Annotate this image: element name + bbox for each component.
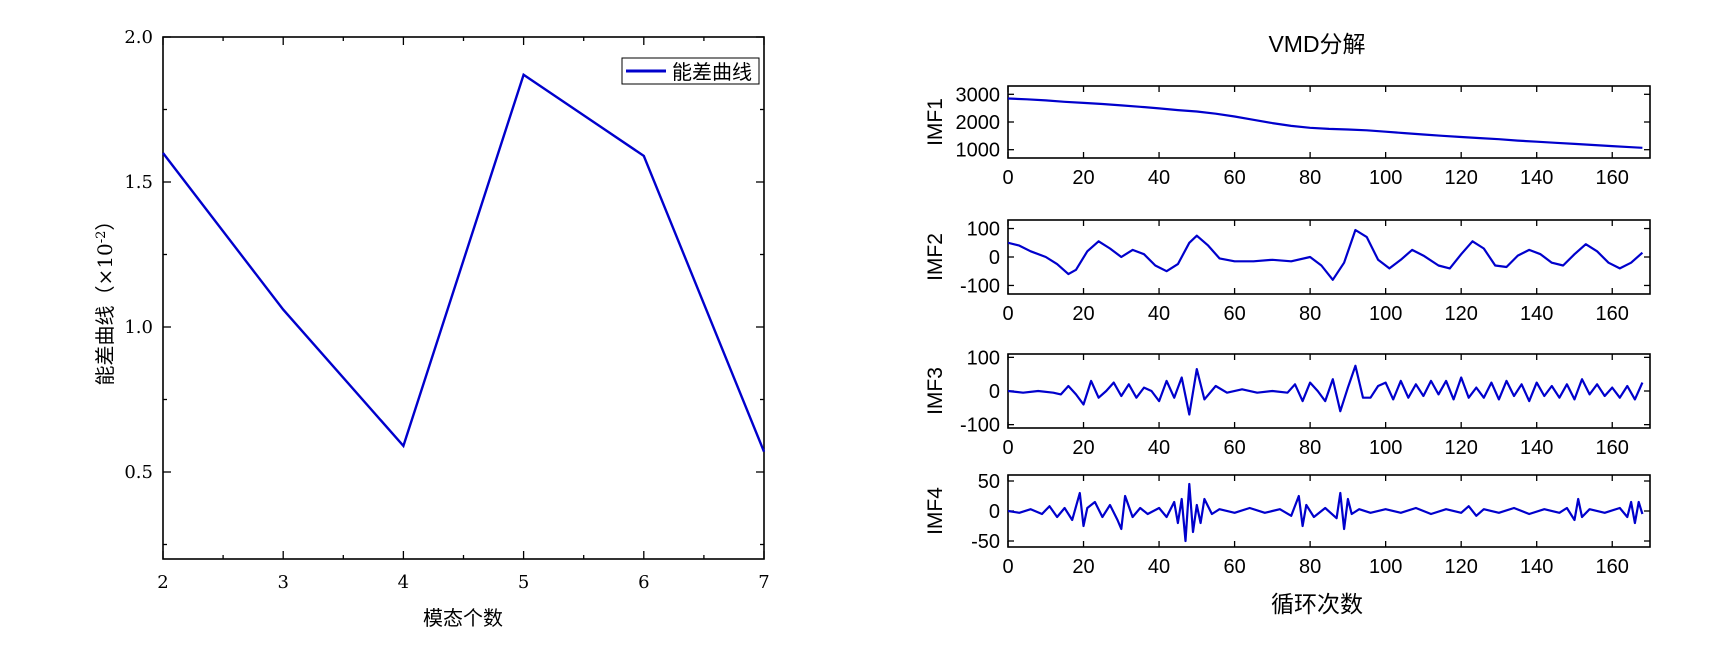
left-axis-ticks: 2 3 4 5 6 7 0.5 1.0 1.5 2.0 xyxy=(124,27,769,593)
subplot-x-tick-label: 120 xyxy=(1444,437,1477,459)
subplot-x-tick-label: 120 xyxy=(1444,556,1477,578)
left-y-tick-label: 1.5 xyxy=(124,172,153,193)
subplot-y-axis-label: IMF3 xyxy=(924,367,947,415)
subplot-x-tick-label: 100 xyxy=(1369,437,1402,459)
vmd-decomposition-chart: VMD分解 0 20 40 60 80 100 120 140 160100020003000I… xyxy=(924,31,1651,617)
subplot-y-tick-label: -100 xyxy=(960,415,1000,437)
subplot-x-tick-label: 100 xyxy=(1369,167,1402,189)
subplot-x-tick-label: 80 xyxy=(1299,437,1321,459)
subplot-x-tick-label: 120 xyxy=(1444,167,1477,189)
left-plot-frame xyxy=(162,36,765,560)
subplot-x-tick-label: 140 xyxy=(1520,437,1553,459)
subplot-x-tick-label: 80 xyxy=(1299,556,1321,578)
subplot-y-tick-label: -50 xyxy=(971,531,1000,553)
subplot-x-tick-label: 0 xyxy=(1002,437,1013,459)
subplot-x-tick-label: 160 xyxy=(1596,556,1629,578)
subplot-y-tick-label: -100 xyxy=(960,275,1000,297)
subplot-x-tick-label: 40 xyxy=(1148,437,1170,459)
left-legend: 能差曲线 xyxy=(621,57,760,85)
legend-label: 能差曲线 xyxy=(672,61,752,84)
subplot-y-axis-label: IMF1 xyxy=(924,98,947,146)
subplot-y-axis-label: IMF4 xyxy=(924,487,947,535)
subplot-x-tick-label: 80 xyxy=(1299,303,1321,325)
subplot-x-tick-label: 60 xyxy=(1223,556,1245,578)
subplot-x-tick-label: 60 xyxy=(1223,437,1245,459)
left-x-tick-label: 6 xyxy=(638,572,649,593)
left-y-tick-label: 0.5 xyxy=(124,462,153,483)
subplot-x-tick-label: 120 xyxy=(1444,303,1477,325)
subplot-x-tick-label: 20 xyxy=(1072,167,1094,189)
subplot-frame xyxy=(1007,219,1651,295)
subplot-x-tick-label: 160 xyxy=(1596,167,1629,189)
subplot-series-line xyxy=(1008,482,1644,543)
left-x-axis-label: 模态个数 xyxy=(423,606,503,630)
subplot-y-tick-label: 3000 xyxy=(956,84,1001,106)
subplot-x-tick-label: 100 xyxy=(1369,556,1402,578)
subplot-x-tick-label: 0 xyxy=(1002,556,1013,578)
subplot-y-axis-label: IMF2 xyxy=(924,233,947,281)
subplot-x-tick-label: 40 xyxy=(1148,556,1170,578)
subplot-y-tick-label: 0 xyxy=(989,381,1000,403)
left-series-lines xyxy=(162,72,766,453)
subplot-x-tick-label: 140 xyxy=(1520,303,1553,325)
left-y-axis-label: 能差曲线（×10-2） xyxy=(93,211,117,386)
left-x-tick-label: 3 xyxy=(277,572,288,593)
subplot-x-tick-label: 0 xyxy=(1002,303,1013,325)
subplot-series-line xyxy=(1008,97,1643,149)
subplot-x-tick-label: 40 xyxy=(1148,167,1170,189)
right-x-axis-label: 循环次数 xyxy=(1271,591,1363,617)
right-chart-title: VMD分解 xyxy=(1268,31,1365,57)
subplot-y-tick-label: 0 xyxy=(989,247,1000,269)
subplot-x-tick-label: 40 xyxy=(1148,303,1170,325)
subplot-series-line xyxy=(1008,228,1644,281)
subplot-y-tick-label: 1000 xyxy=(956,140,1001,162)
left-x-tick-label: 7 xyxy=(758,572,769,593)
left-x-tick-label: 4 xyxy=(398,572,409,593)
left-x-tick-label: 5 xyxy=(518,572,529,593)
subplot-x-tick-label: 20 xyxy=(1072,556,1094,578)
subplot-x-tick-label: 140 xyxy=(1520,167,1553,189)
left-y-tick-label: 1.0 xyxy=(124,317,153,338)
subplot-imf1: 0 20 40 60 80 100 120 140 160 1000 2000 3000 IMF1 xyxy=(924,84,1651,189)
subplot-frame xyxy=(1007,85,1651,159)
subplot-x-tick-label: 60 xyxy=(1223,303,1245,325)
subplot-y-tick-label: 2000 xyxy=(956,112,1001,134)
subplot-x-tick-label: 20 xyxy=(1072,303,1094,325)
subplot-series-line xyxy=(1008,364,1644,416)
left-y-tick-label: 2.0 xyxy=(124,27,153,48)
subplot-x-tick-label: 20 xyxy=(1072,437,1094,459)
left-x-tick-label: 2 xyxy=(157,572,168,593)
subplot-x-tick-label: 0 xyxy=(1002,167,1013,189)
subplot-y-tick-label: 50 xyxy=(978,471,1000,493)
subplot-x-tick-label: 160 xyxy=(1596,303,1629,325)
subplot-x-tick-label: 160 xyxy=(1596,437,1629,459)
subplot-x-tick-label: 100 xyxy=(1369,303,1402,325)
energy-difference-chart: 2 3 4 5 6 7 0.5 1.0 1.5 2.0 模态个数 能差曲线（×10-2） 能差曲线 xyxy=(93,27,770,630)
subplot-x-tick-label: 80 xyxy=(1299,167,1321,189)
subplot-y-tick-label: 100 xyxy=(967,347,1000,369)
subplot-x-tick-label: 60 xyxy=(1223,167,1245,189)
subplot-y-tick-label: 0 xyxy=(989,501,1000,523)
subplot-y-tick-label: 100 xyxy=(967,219,1000,241)
left-series-line xyxy=(162,72,766,453)
subplot-x-tick-label: 140 xyxy=(1520,556,1553,578)
